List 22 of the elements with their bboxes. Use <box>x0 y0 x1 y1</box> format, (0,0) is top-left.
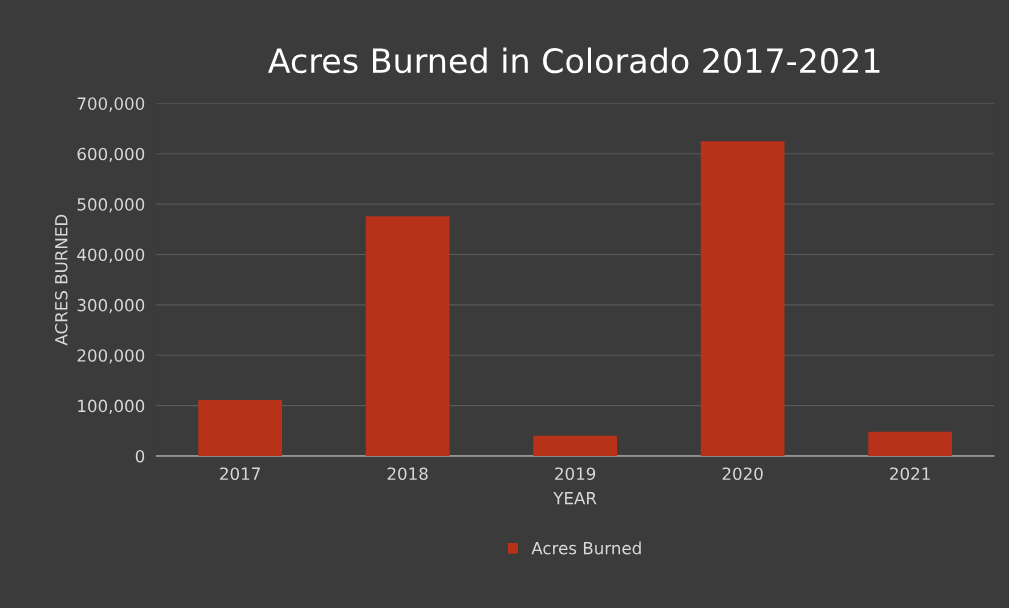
x-tick-label: 2018 <box>387 467 428 481</box>
y-tick-label: 0 <box>135 449 145 463</box>
bar <box>533 435 617 456</box>
bar <box>700 141 785 456</box>
bar <box>198 400 283 456</box>
y-axis-title: ACRES BURNED <box>54 214 68 346</box>
y-tick-label: 200,000 <box>77 349 145 364</box>
y-tick-label: 100,000 <box>78 399 145 414</box>
chart-title: Acres Burned in Colorado 2017-2021 <box>268 47 880 74</box>
y-tick-label: 700,000 <box>77 97 145 112</box>
x-axis-title: YEAR <box>553 492 597 505</box>
x-tick-label: 2017 <box>220 467 260 481</box>
y-tick-label: 600,000 <box>77 147 145 163</box>
y-tick-label: 400,000 <box>77 248 145 263</box>
x-tick-label: 2020 <box>722 467 763 481</box>
legend-label: Acres Burned <box>531 541 641 555</box>
bar <box>365 216 450 456</box>
bar <box>868 431 952 456</box>
x-tick-label: 2021 <box>890 467 930 481</box>
x-tick-label: 2019 <box>555 467 596 481</box>
y-tick-label: 500,000 <box>77 198 145 213</box>
y-tick-label: 300,000 <box>77 298 145 314</box>
